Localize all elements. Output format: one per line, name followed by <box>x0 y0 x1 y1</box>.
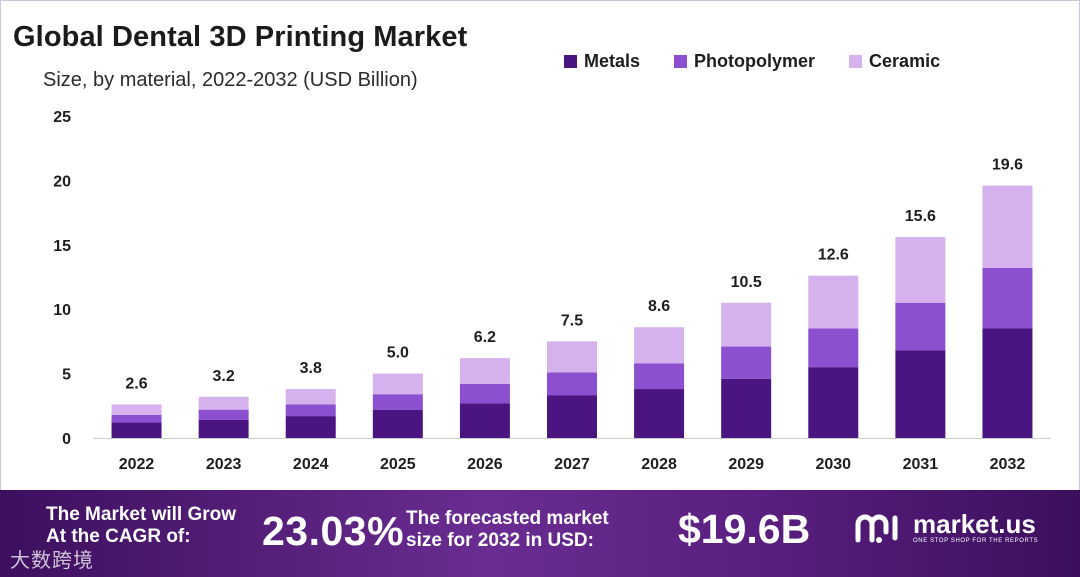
cagr-label-line1: The Market will Grow <box>46 504 237 525</box>
bar-metals-2027 <box>547 395 597 438</box>
bar-ceramic-2031 <box>895 237 946 303</box>
bar-metals-2023 <box>198 419 249 438</box>
cagr-label: The Market will Grow At the CAGR of: <box>46 504 261 548</box>
x-tick-label-2027: 2027 <box>554 456 590 473</box>
data-label-total-2026: 6.2 <box>474 329 496 346</box>
bar-photopolymer-2032 <box>982 267 1033 329</box>
data-label-total-2025: 5.0 <box>387 345 409 362</box>
summary-banner: The Market will Grow At the CAGR of: 23.… <box>0 490 1080 577</box>
forecast-label-line2: size for 2032 in USD: <box>406 530 594 551</box>
brand-logo: market.us ONE STOP SHOP FOR THE REPORTS <box>855 510 1038 544</box>
x-tick-label-2032: 2032 <box>990 456 1026 473</box>
y-tick-label-25: 25 <box>53 109 71 126</box>
bar-metals-2028 <box>634 389 685 438</box>
bar-photopolymer-2024 <box>285 404 336 417</box>
data-label-total-2024: 3.8 <box>300 360 322 377</box>
legend-swatch-metals <box>564 55 577 68</box>
data-label-total-2028: 8.6 <box>648 298 670 315</box>
forecast-value: $19.6B <box>678 506 811 552</box>
y-tick-label-5: 5 <box>62 367 71 384</box>
legend-swatch-photopolymer <box>674 55 688 68</box>
bar-photopolymer-2031 <box>895 302 946 351</box>
data-label-total-2027: 7.5 <box>561 312 583 329</box>
bar-photopolymer-2025 <box>372 394 423 410</box>
data-label-total-2030: 12.6 <box>818 247 849 264</box>
bar-ceramic-2032 <box>982 185 1033 268</box>
legend-label-ceramic: Ceramic <box>869 51 941 71</box>
bar-metals-2022 <box>111 422 162 438</box>
cagr-label-line2: At the CAGR of: <box>46 526 191 547</box>
x-tick-label-2029: 2029 <box>728 456 764 473</box>
y-tick-label-0: 0 <box>62 431 71 448</box>
bar-metals-2026 <box>459 403 510 438</box>
bar-metals-2024 <box>285 416 336 438</box>
bar-photopolymer-2030 <box>808 328 859 368</box>
chart-title: Global Dental 3D Printing Market <box>13 21 468 53</box>
legend-item-photopolymer: Photopolymer <box>674 51 815 72</box>
bar-ceramic-2028 <box>634 327 685 364</box>
chart-subtitle: Size, by material, 2022-2032 (USD Billio… <box>43 69 418 91</box>
bar-ceramic-2027 <box>547 341 597 373</box>
x-tick-label-2024: 2024 <box>293 456 329 473</box>
data-label-total-2032: 19.6 <box>992 157 1023 174</box>
legend-item-ceramic: Ceramic <box>849 51 940 72</box>
brand-tagline: ONE STOP SHOP FOR THE REPORTS <box>913 537 1039 544</box>
bar-ceramic-2023 <box>198 396 249 410</box>
cagr-value: 23.03% <box>262 508 405 554</box>
x-tick-label-2022: 2022 <box>119 456 155 473</box>
x-tick-label-2023: 2023 <box>206 456 242 473</box>
bar-ceramic-2029 <box>721 302 772 347</box>
data-label-total-2031: 15.6 <box>905 208 936 225</box>
bar-photopolymer-2022 <box>111 414 162 423</box>
bar-photopolymer-2027 <box>547 372 597 396</box>
bar-photopolymer-2026 <box>459 383 510 404</box>
bar-metals-2025 <box>372 409 423 438</box>
bar-metals-2032 <box>982 328 1033 438</box>
data-label-total-2022: 2.6 <box>125 376 147 393</box>
bar-metals-2031 <box>895 350 946 438</box>
bar-ceramic-2025 <box>372 373 423 395</box>
legend: Metals Photopolymer Ceramic <box>564 51 940 72</box>
y-tick-label-20: 20 <box>53 173 71 190</box>
legend-label-metals: Metals <box>584 51 641 71</box>
bar-photopolymer-2023 <box>198 409 249 420</box>
x-tick-label-2026: 2026 <box>467 456 503 473</box>
brand-text: market.us ONE STOP SHOP FOR THE REPORTS <box>913 511 1038 544</box>
bar-metals-2029 <box>721 378 772 438</box>
bar-ceramic-2026 <box>459 358 510 384</box>
bar-photopolymer-2029 <box>721 346 772 379</box>
bar-ceramic-2024 <box>285 389 336 405</box>
legend-label-photopolymer: Photopolymer <box>694 51 816 71</box>
data-label-total-2029: 10.5 <box>731 274 762 291</box>
forecast-label: The forecasted market size for 2032 in U… <box>406 508 646 552</box>
x-tick-label-2031: 2031 <box>903 456 939 473</box>
data-label-total-2023: 3.2 <box>213 368 235 385</box>
x-tick-label-2025: 2025 <box>380 456 416 473</box>
legend-item-metals: Metals <box>564 51 640 72</box>
bar-metals-2030 <box>808 367 859 438</box>
legend-swatch-ceramic <box>849 55 863 68</box>
bar-ceramic-2022 <box>111 404 162 415</box>
y-tick-label-10: 10 <box>53 302 71 319</box>
stacked-bar-chart: 05101520252.620223.220233.820245.020256.… <box>53 109 1051 473</box>
watermark: 大数跨境 <box>10 550 94 572</box>
x-tick-label-2030: 2030 <box>815 456 851 473</box>
y-tick-label-15: 15 <box>53 238 71 255</box>
x-tick-label-2028: 2028 <box>641 456 677 473</box>
bar-ceramic-2030 <box>808 275 859 329</box>
forecast-label-line1: The forecasted market <box>406 508 609 529</box>
market-us-logo-icon <box>855 514 898 543</box>
bar-photopolymer-2028 <box>634 363 685 390</box>
brand-name: market.us <box>913 508 1036 539</box>
